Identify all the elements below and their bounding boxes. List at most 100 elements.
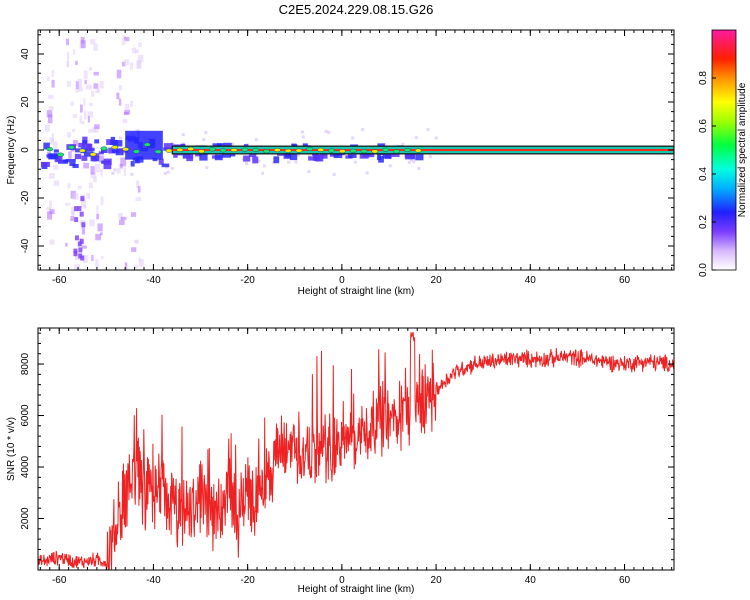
noise-speckle [90,172,97,179]
spectral-node [414,148,422,153]
noise-speckle [93,43,98,51]
noise-speckle [426,127,430,131]
spectral-band-patch [81,155,88,161]
noise-speckle [83,70,88,80]
spectral-band-patch [308,156,318,161]
noise-speckle [99,80,104,89]
noise-speckle [79,104,83,113]
noise-speckle [80,196,85,202]
spectral-node [263,149,270,154]
colorbar-title: Normalized spectral amplitude [737,82,748,217]
spectral-band-patch [83,151,94,157]
noise-speckle [118,213,123,220]
spectral-band-patch [221,151,231,158]
noise-speckle [90,39,96,45]
spectral-band-patch [91,154,97,162]
spectral-band-patch [108,147,116,154]
spectral-node [230,147,238,153]
colorbar-tick-label: 0.8 [698,71,709,85]
noise-speckle [119,219,125,226]
noise-speckle [95,89,101,94]
noise-speckle [129,62,134,70]
spectral-band-patch [163,143,174,150]
noise-speckle [78,85,83,92]
x-tick-label: 60 [619,575,631,586]
noise-speckle [122,118,128,124]
spectral-node [154,149,162,154]
noise-speckle [170,166,174,170]
noise-speckle [73,140,78,147]
noise-speckle [46,207,51,211]
x-tick-label: 40 [525,275,537,286]
noise-speckle [75,60,78,66]
noise-speckle [53,164,59,170]
noise-speckle [111,171,115,175]
noise-speckle [47,211,53,220]
spectral-node [165,148,173,153]
noise-speckle [67,132,71,138]
noise-speckle [73,206,78,212]
noise-speckle [75,88,79,93]
noise-speckle [77,241,82,247]
spectral-band-patch [312,155,318,161]
y-tick-label: 40 [20,48,31,60]
noise-speckle [97,223,103,232]
noise-speckle [130,212,137,217]
spectral-band-patch [333,153,343,159]
noise-speckle [72,193,79,200]
noise-speckle [99,232,103,236]
spectral-band-patch [415,154,424,161]
spectral-band-patch [53,149,59,153]
noise-speckle [67,183,71,189]
noise-speckle [48,94,54,99]
spectral-band-patch [404,153,415,158]
noise-speckle [135,197,141,202]
noise-speckle [257,159,261,163]
noise-speckle [138,42,142,47]
noise-speckle [121,39,126,46]
snr-frame [37,327,675,571]
spectral-node [78,148,86,153]
spectral-node [143,142,151,147]
noise-speckle [412,160,416,164]
noise-speckle [90,90,95,97]
spectral-band-patch [69,162,76,167]
noise-speckle [73,251,78,257]
spectral-band-patch [243,155,251,162]
noise-speckle [77,185,82,190]
noise-speckle [417,166,421,170]
spectral-band-patch [214,154,223,161]
noise-speckle [74,217,79,223]
y-tick-label: 8000 [20,352,31,375]
noise-speckle [70,216,75,222]
noise-speckle [65,202,71,206]
spectral-band-patch [382,153,392,159]
noise-speckle [66,80,71,87]
noise-speckle [138,257,141,262]
spectral-band-patch [130,161,135,167]
noise-speckle [116,69,122,79]
x-tick-label: 0 [339,275,345,286]
y-tick-label: -20 [20,190,31,205]
spectral-band-patch [75,148,81,153]
noise-speckle [74,235,79,241]
noise-speckle [49,200,52,209]
noise-speckle [124,37,130,42]
noise-speckle [53,180,60,186]
noise-speckle [294,160,298,164]
spectral-node [111,145,119,150]
noise-speckle [83,110,87,120]
noise-speckle [91,254,94,261]
noise-speckle [353,160,357,164]
spectral-band-patch [134,159,140,164]
spectral-band-patch [100,148,108,153]
spectral-node [328,148,335,153]
spectral-node [208,147,216,152]
spectral-band-patch [315,154,324,162]
noise-speckle [163,171,167,175]
noise-speckle [89,102,93,106]
noise-speckle [95,163,101,173]
noise-speckle [401,142,405,146]
noise-speckle [93,176,97,183]
spectral-node [176,147,184,152]
